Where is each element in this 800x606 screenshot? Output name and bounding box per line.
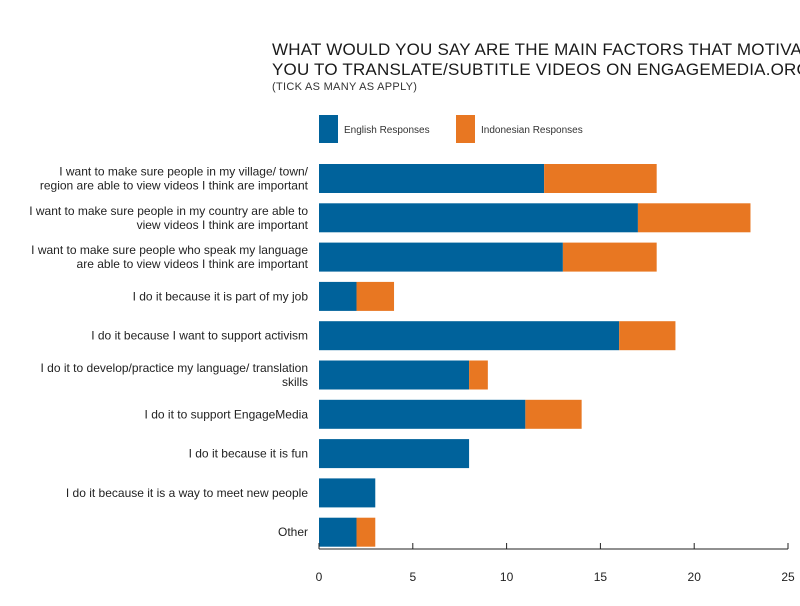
category-label: I want to make sure people who speak my … [31, 243, 308, 257]
bar-english-6 [319, 399, 526, 429]
bar-english-5 [319, 360, 470, 390]
bars [319, 164, 751, 547]
legend-label-indonesian: Indonesian Responses [481, 125, 583, 136]
legend-swatch-english [319, 115, 338, 143]
x-tick-label: 0 [316, 570, 323, 584]
bar-indonesian-0 [544, 164, 657, 193]
bar-indonesian-6 [525, 399, 582, 429]
bar-english-1 [319, 203, 638, 233]
bar-english-3 [319, 281, 357, 311]
bar-english-9 [319, 517, 357, 547]
legend-swatch-indonesian [456, 115, 475, 143]
chart-title: WHAT WOULD YOU SAY ARE THE MAIN FACTORS … [272, 40, 800, 80]
category-label: I do it because it is a way to meet new … [66, 486, 308, 500]
bar-indonesian-5 [469, 360, 488, 390]
category-label: I do it because it is part of my job [133, 289, 309, 303]
bar-indonesian-1 [637, 203, 751, 233]
category-label: I do it because it is fun [189, 447, 308, 461]
bar-indonesian-4 [619, 321, 676, 351]
bar-english-4 [319, 321, 620, 351]
bar-english-0 [319, 164, 545, 193]
x-tick-label: 20 [688, 570, 702, 584]
category-label: I want to make sure people in my village… [59, 165, 308, 179]
x-tick-label: 15 [594, 570, 608, 584]
legend: English Responses Indonesian Responses [319, 115, 583, 143]
bar-indonesian-2 [562, 242, 657, 272]
bar-indonesian-9 [356, 517, 376, 547]
x-axis: 0 5 10 15 20 25 [316, 543, 795, 584]
category-label: I do it to develop/practice my language/… [41, 361, 309, 375]
bar-english-2 [319, 242, 563, 272]
category-label: region are able to view videos I think a… [40, 179, 309, 193]
category-label: I want to make sure people in my country… [29, 204, 308, 218]
bar-indonesian-3 [356, 281, 395, 311]
chart-title-line: YOU TO TRANSLATE/SUBTITLE VIDEOS ON ENGA… [272, 60, 800, 79]
category-label: I do it to support EngageMedia [145, 407, 309, 421]
bar-english-7 [319, 439, 470, 469]
category-label: skills [282, 375, 308, 389]
category-label: are able to view videos I think are impo… [77, 257, 309, 271]
category-label: view videos I think are important [137, 218, 309, 232]
x-tick-label: 5 [409, 570, 416, 584]
chart-subtitle: (TICK AS MANY AS APPLY) [272, 81, 418, 93]
category-labels: I want to make sure people in my village… [29, 165, 308, 540]
bar-english-8 [319, 478, 376, 508]
x-tick-label: 10 [500, 570, 514, 584]
category-label: Other [278, 525, 308, 539]
chart-title-line: WHAT WOULD YOU SAY ARE THE MAIN FACTORS … [272, 40, 800, 59]
legend-label-english: English Responses [344, 125, 430, 136]
category-label: I do it because I want to support activi… [91, 329, 308, 343]
x-tick-label: 25 [781, 570, 795, 584]
